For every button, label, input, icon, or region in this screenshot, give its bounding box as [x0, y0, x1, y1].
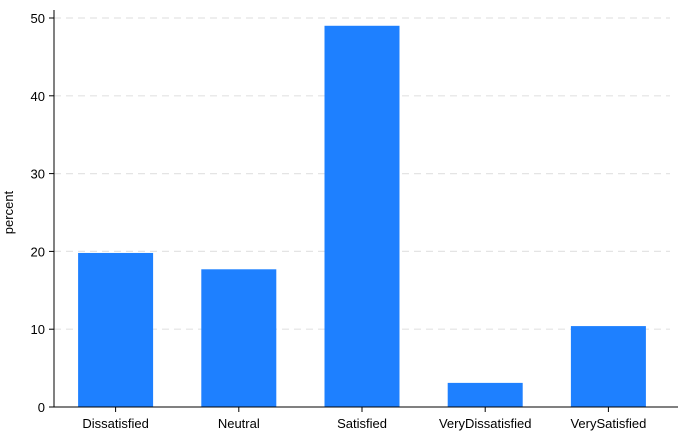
y-tick-label: 10	[31, 322, 45, 337]
grid-lines	[54, 17, 670, 330]
x-tick-label: VeryDissatisfied	[439, 416, 531, 431]
x-tick-label: Satisfied	[337, 416, 387, 431]
x-tick-label: VerySatisfied	[570, 416, 646, 431]
x-tick-label: Neutral	[218, 416, 260, 431]
y-tick-label: 30	[31, 167, 45, 182]
y-tick-label: 20	[31, 244, 45, 259]
bar-satisfied	[324, 25, 400, 408]
y-tick-label: 0	[38, 400, 45, 415]
bar-dissatisfied	[78, 252, 154, 407]
bars	[78, 25, 646, 408]
bar-neutral	[201, 269, 277, 407]
x-axis-ticks: Dissatisfied Neutral Satisfied VeryDissatis…	[82, 407, 646, 431]
y-tick-label: 40	[31, 89, 45, 104]
y-tick-label: 50	[31, 11, 45, 26]
bar-verydissatisfied	[447, 382, 523, 407]
bar-verysatisfied	[570, 326, 646, 407]
y-axis-ticks: 0 10 20 30 40 50	[31, 11, 54, 415]
x-tick-label: Dissatisfied	[82, 416, 148, 431]
y-axis-label: percent	[1, 190, 16, 234]
